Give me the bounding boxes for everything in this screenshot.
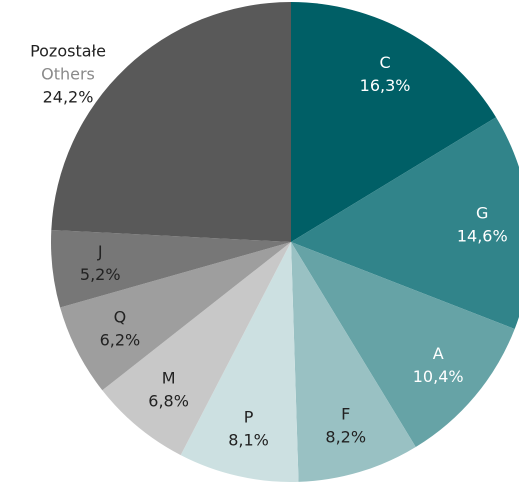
slice-value: 6,8% — [148, 391, 189, 410]
slice-value: 5,2% — [80, 265, 121, 284]
pie-slice — [51, 2, 291, 242]
pie-slice — [60, 242, 291, 391]
pie-slice — [291, 242, 416, 482]
slice-label: M — [162, 368, 176, 387]
slice-label: A — [433, 344, 444, 363]
slice-value: 24,2% — [43, 88, 94, 107]
slice-label: G — [476, 204, 488, 223]
pie-slice — [180, 242, 299, 482]
slice-label: Pozostałe — [30, 42, 106, 61]
pie-slice — [102, 242, 292, 456]
slice-label: P — [244, 408, 254, 427]
pie-slice — [291, 242, 515, 448]
slice-value: 8,2% — [325, 428, 366, 447]
slice-value: 8,1% — [228, 431, 269, 450]
slice-note: Others — [41, 65, 95, 84]
pie-slice — [51, 229, 291, 308]
pie-slice — [291, 117, 519, 329]
slice-value: 10,4% — [413, 367, 464, 386]
pie-slice — [291, 2, 497, 242]
slice-value: 14,6% — [457, 227, 508, 246]
slice-label: J — [97, 242, 103, 261]
slice-label: C — [379, 53, 390, 72]
slice-label: F — [341, 405, 350, 424]
slice-value: 6,2% — [100, 331, 141, 350]
slice-value: 16,3% — [360, 76, 411, 95]
slice-label: Q — [114, 308, 127, 327]
